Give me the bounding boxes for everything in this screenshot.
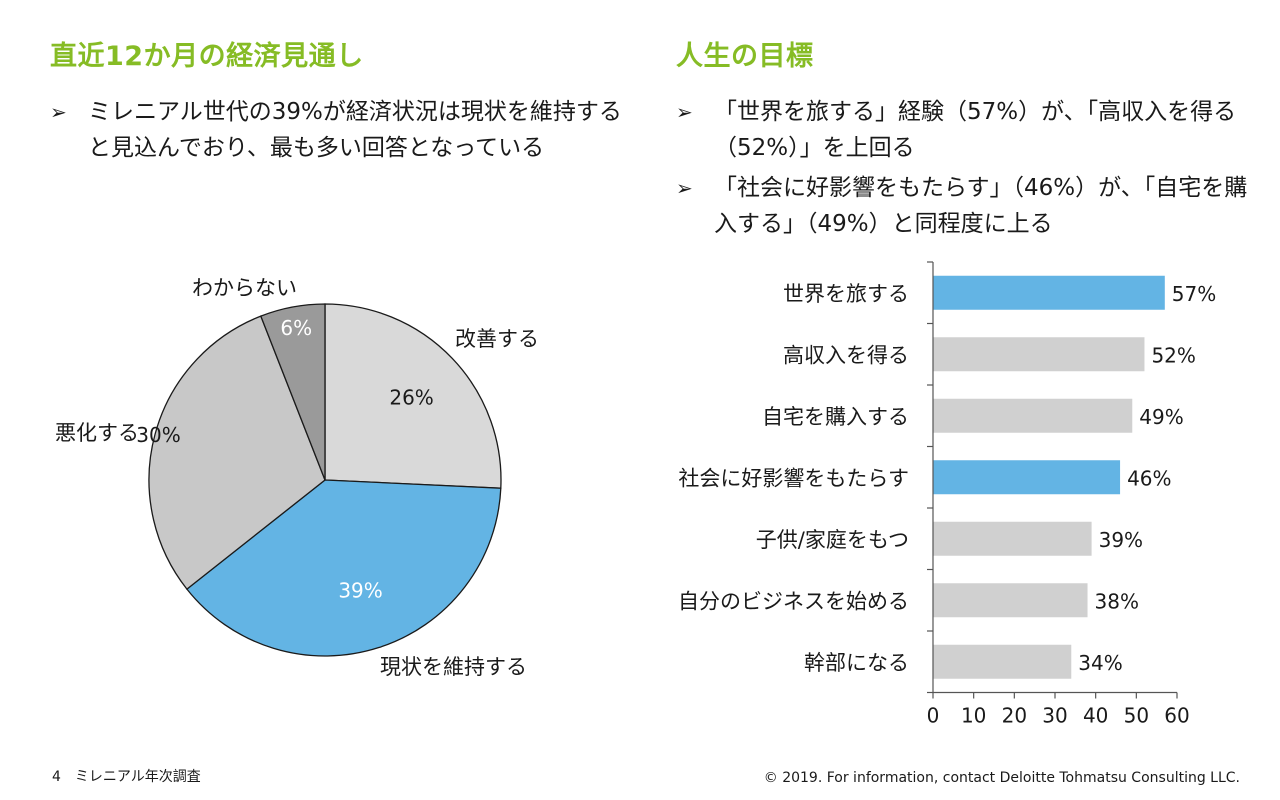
left-section-title: 直近12か月の経済見通し bbox=[50, 41, 364, 72]
x-tick-label: 20 bbox=[1002, 704, 1027, 728]
bullet-item: ➢ ミレニアル世代の39%が経済状況は現状を維持すると見込んでおり、最も多い回答… bbox=[50, 94, 630, 166]
bar bbox=[933, 583, 1088, 618]
bar bbox=[933, 460, 1121, 495]
bar-category-label: 自分のビジネスを始める bbox=[678, 589, 909, 613]
pie-category-label: わからない bbox=[192, 276, 297, 300]
right-bullet-list: ➢ 「世界を旅する」経験（57%）が、「高収入を得る（52%）」を上回る ➢ 「… bbox=[676, 94, 1256, 242]
bullet-text: 「世界を旅する」経験（57%）が、「高収入を得る（52%）」を上回る bbox=[714, 99, 1237, 161]
pie-slice bbox=[324, 303, 502, 489]
right-section-title: 人生の目標 bbox=[676, 41, 814, 72]
left-bullet-list: ➢ ミレニアル世代の39%が経済状況は現状を維持すると見込んでおり、最も多い回答… bbox=[50, 94, 630, 166]
bar-category-label: 幹部になる bbox=[804, 651, 909, 675]
bar-value-label: 49% bbox=[1139, 405, 1183, 429]
bar-category-label: 社会に好影響をもたらす bbox=[678, 466, 909, 490]
bar-value-label: 39% bbox=[1099, 528, 1143, 552]
pie-category-label: 悪化する bbox=[55, 421, 139, 445]
bar-category-label: 自宅を購入する bbox=[762, 405, 909, 429]
pie-slice bbox=[185, 479, 502, 657]
footer-page-label: 4 ミレニアル年次調査 bbox=[52, 769, 201, 785]
x-tick-label: 40 bbox=[1083, 704, 1108, 728]
bullet-item: ➢ 「世界を旅する」経験（57%）が、「高収入を得る（52%）」を上回る bbox=[676, 94, 1256, 166]
pie-value-label: 26% bbox=[389, 385, 433, 409]
footer-copyright: © 2019. For information, contact Deloitt… bbox=[763, 770, 1240, 786]
bar-category-label: 高収入を得る bbox=[783, 343, 909, 367]
pie-value-label: 30% bbox=[136, 423, 180, 447]
pie-category-label: 現状を維持する bbox=[380, 655, 527, 679]
bar bbox=[933, 398, 1133, 433]
bullet-text: 「社会に好影響をもたらす」（46%）が、「自宅を購入する」（49%）と同程度に上… bbox=[714, 175, 1248, 237]
x-tick-label: 0 bbox=[927, 704, 940, 728]
pie-value-label: 39% bbox=[338, 579, 382, 603]
bar-category-label: 子供/家庭をもつ bbox=[756, 528, 909, 552]
arrowhead-bullet-icon: ➢ bbox=[50, 100, 67, 124]
x-tick-label: 30 bbox=[1042, 704, 1067, 728]
x-tick-label: 50 bbox=[1124, 704, 1149, 728]
life-goals-bar-chart: 世界を旅する 57% 高収入を得る 52% 自宅を購入する 49% 社会に好影響をもたらす 4… bbox=[678, 261, 1216, 728]
economic-outlook-pie-chart: 26% 改善する 39% 現状を維持する 30%悪化する 6% わからない bbox=[55, 276, 539, 679]
bar bbox=[933, 521, 1092, 556]
bullet-text: ミレニアル世代の39%が経済状況は現状を維持すると見込んでおり、最も多い回答とな… bbox=[88, 99, 622, 161]
bar-value-label: 57% bbox=[1172, 282, 1216, 306]
bullet-item: ➢ 「社会に好影響をもたらす」（46%）が、「自宅を購入する」（49%）と同程度… bbox=[676, 170, 1256, 242]
pie-value-label: 6% bbox=[280, 316, 312, 340]
pie-slice bbox=[259, 303, 326, 481]
pie-category-label: 改善する bbox=[455, 327, 539, 351]
bar-value-label: 46% bbox=[1127, 466, 1171, 490]
bar-value-label: 34% bbox=[1078, 651, 1122, 675]
x-tick-label: 10 bbox=[961, 704, 986, 728]
bar bbox=[933, 275, 1165, 310]
arrowhead-bullet-icon: ➢ bbox=[676, 100, 693, 124]
bar-value-label: 38% bbox=[1095, 589, 1139, 613]
bar bbox=[933, 644, 1072, 679]
arrowhead-bullet-icon: ➢ bbox=[676, 176, 693, 200]
bar-value-label: 52% bbox=[1151, 343, 1195, 367]
x-tick-label: 60 bbox=[1164, 704, 1189, 728]
pie-slice bbox=[148, 315, 326, 591]
bar bbox=[933, 337, 1145, 372]
bar-category-label: 世界を旅する bbox=[783, 282, 909, 306]
